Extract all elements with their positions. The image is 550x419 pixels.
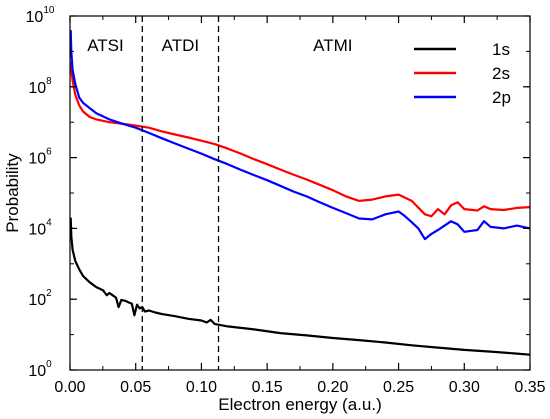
legend-label-2s: 2s (492, 64, 510, 83)
series-line-2p (69, 30, 531, 241)
x-axis: 0.00 0.05 0.10 0.15 0.20 0.25 0.30 0.35 (54, 16, 546, 396)
region-dividers (141, 16, 220, 370)
x-tick-label: 0.25 (383, 379, 414, 396)
x-tick-label: 0.10 (186, 379, 217, 396)
y-axis: 100 102 104 106 108 1010 (26, 5, 530, 380)
y-tick-label: 106 (28, 147, 52, 168)
y-tick-label: 108 (28, 76, 52, 97)
x-tick-label: 0.00 (54, 379, 85, 396)
series-line-2s (69, 62, 531, 218)
legend-label-2p: 2p (492, 88, 511, 107)
x-tick-label: 0.30 (449, 379, 480, 396)
y-tick-label: 102 (28, 288, 52, 309)
region-labels: ATSI ATDI ATMI (87, 36, 352, 55)
x-tick-label: 0.20 (317, 379, 348, 396)
legend: 1s 2s 2p (414, 40, 511, 107)
y-tick-label: 1010 (26, 5, 55, 26)
legend-label-1s: 1s (492, 40, 510, 59)
region-label-atmi: ATMI (313, 36, 352, 55)
x-axis-label: Electron energy (a.u.) (218, 395, 381, 414)
y-tick-label: 104 (28, 217, 52, 238)
region-label-atdi: ATDI (162, 36, 199, 55)
y-axis-label: Probability (3, 153, 22, 233)
y-tick-label: 100 (28, 359, 52, 380)
x-tick-label: 0.05 (120, 379, 151, 396)
series-line-1s (69, 217, 531, 356)
x-tick-label: 0.15 (252, 379, 283, 396)
x-tick-label: 0.35 (514, 379, 545, 396)
series-layer (69, 30, 531, 356)
region-label-atsi: ATSI (87, 36, 124, 55)
